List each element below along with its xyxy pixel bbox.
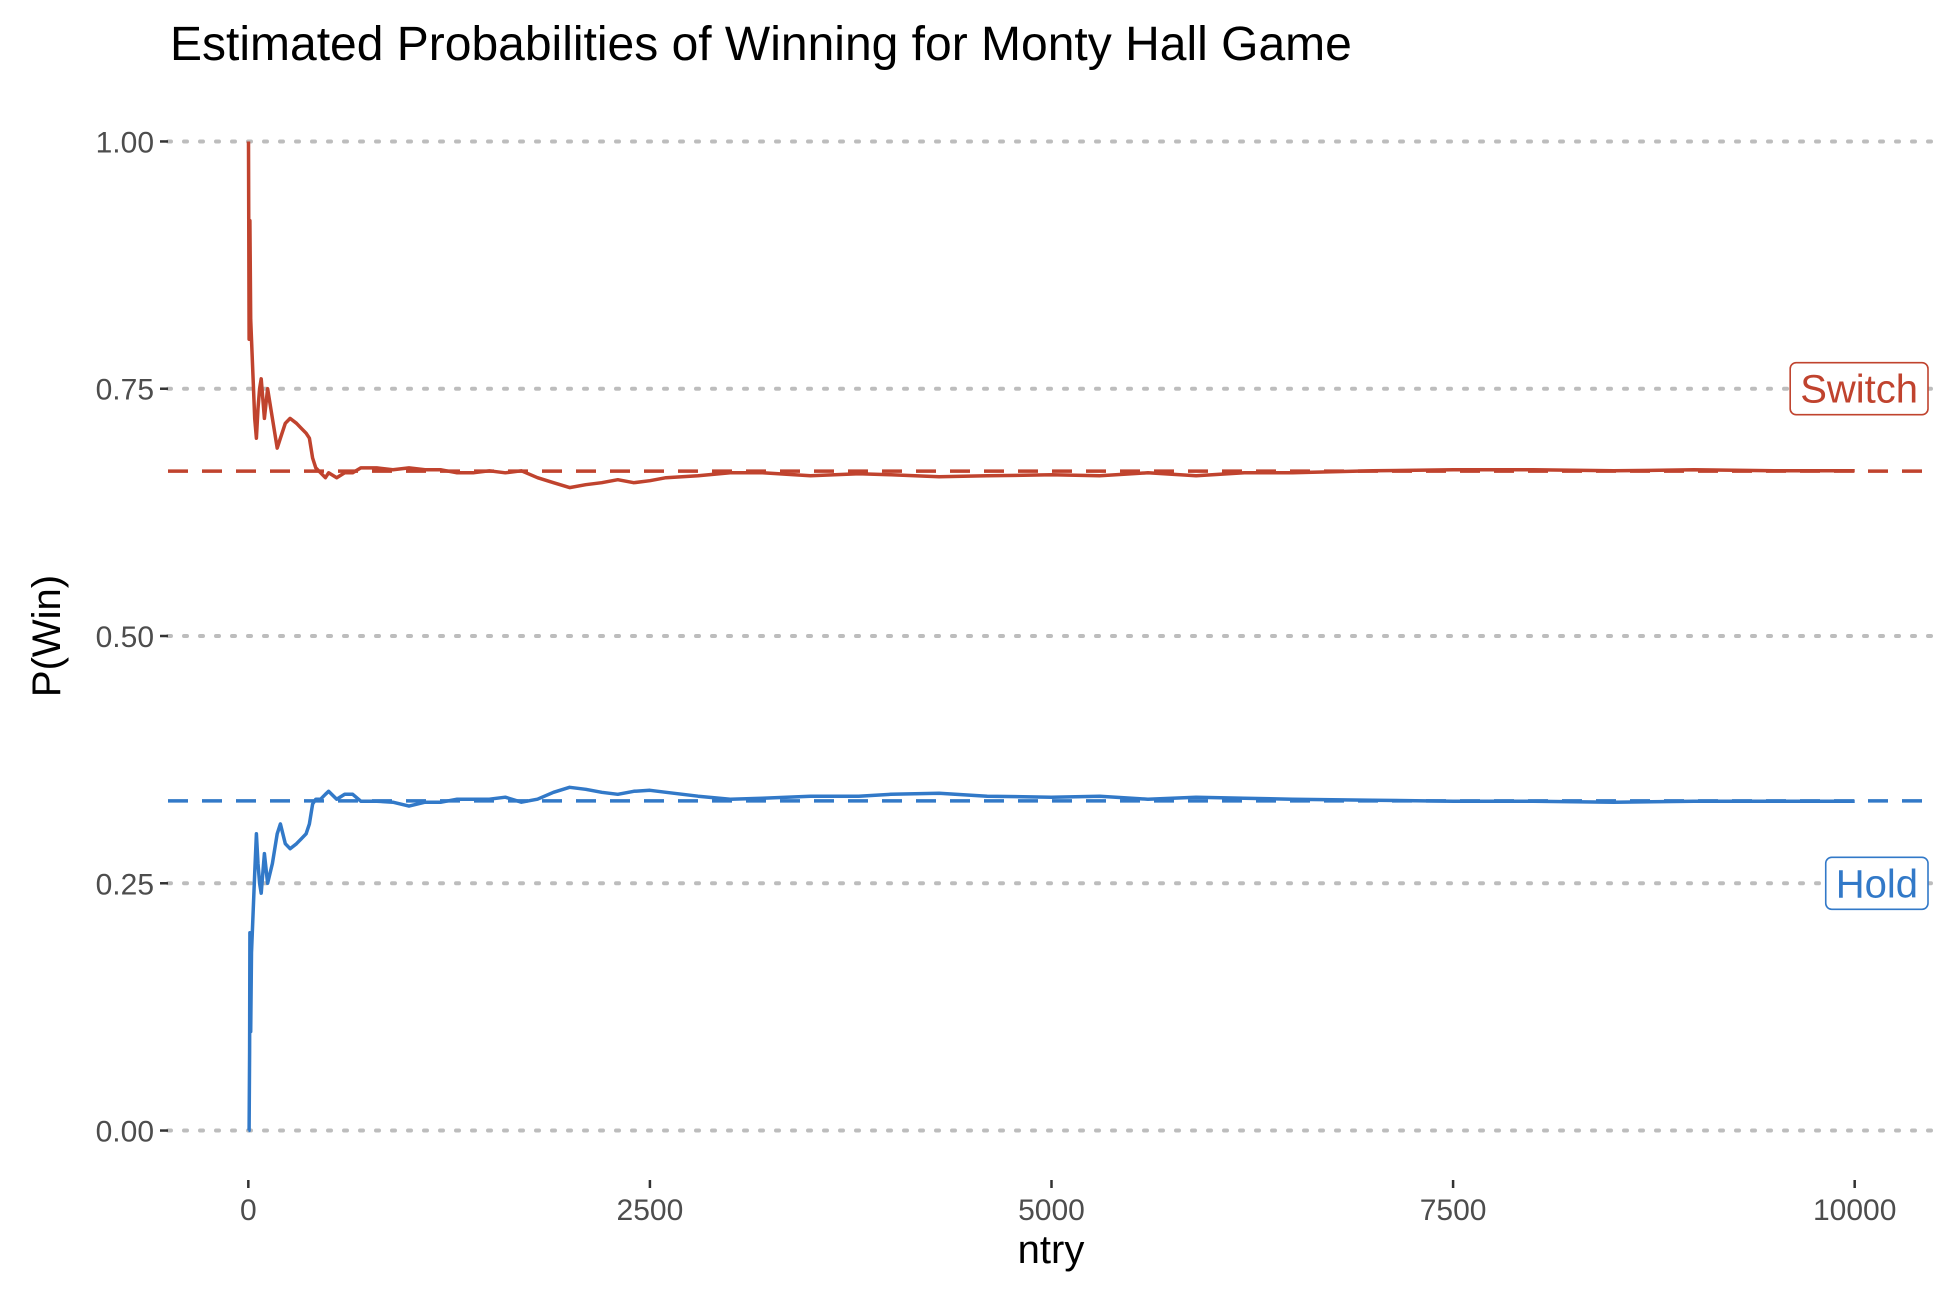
series-labels: Switch Hold bbox=[1789, 361, 1929, 911]
y-axis-title: P(Win) bbox=[25, 575, 69, 697]
series-lines bbox=[246, 141, 1855, 1133]
switch-label-box bbox=[1789, 361, 1929, 416]
x-axis: 0 2500 5000 7500 10000 bbox=[240, 1180, 1896, 1227]
hold-label-text: Hold bbox=[1836, 862, 1918, 906]
y-axis: 0.00 0.25 0.50 0.75 1.00 bbox=[96, 126, 168, 1149]
x-tick-label: 2500 bbox=[617, 1194, 684, 1227]
y-tick-label: 0.25 bbox=[96, 868, 154, 901]
switch-series-label: Switch bbox=[1789, 361, 1929, 416]
y-tick-label: 0.00 bbox=[96, 1116, 154, 1149]
chart-title: Estimated Probabilities of Winning for M… bbox=[170, 18, 1352, 71]
hold-label-box bbox=[1824, 856, 1929, 911]
hold-series-label: Hold bbox=[1824, 856, 1929, 911]
x-tick-label: 0 bbox=[240, 1194, 257, 1227]
x-axis-title: ntry bbox=[1018, 1228, 1085, 1272]
hold-series-line bbox=[247, 785, 1855, 1133]
x-tick-label: 10000 bbox=[1813, 1194, 1896, 1227]
y-tick-label: 0.75 bbox=[96, 374, 154, 407]
y-tick-label: 0.50 bbox=[96, 621, 154, 654]
grid bbox=[166, 139, 1937, 1133]
switch-label-text: Switch bbox=[1800, 368, 1918, 412]
x-tick-label: 5000 bbox=[1018, 1194, 1085, 1227]
switch-series-line bbox=[246, 141, 1855, 490]
x-tick-label: 7500 bbox=[1420, 1194, 1487, 1227]
y-tick-label: 1.00 bbox=[96, 126, 154, 159]
